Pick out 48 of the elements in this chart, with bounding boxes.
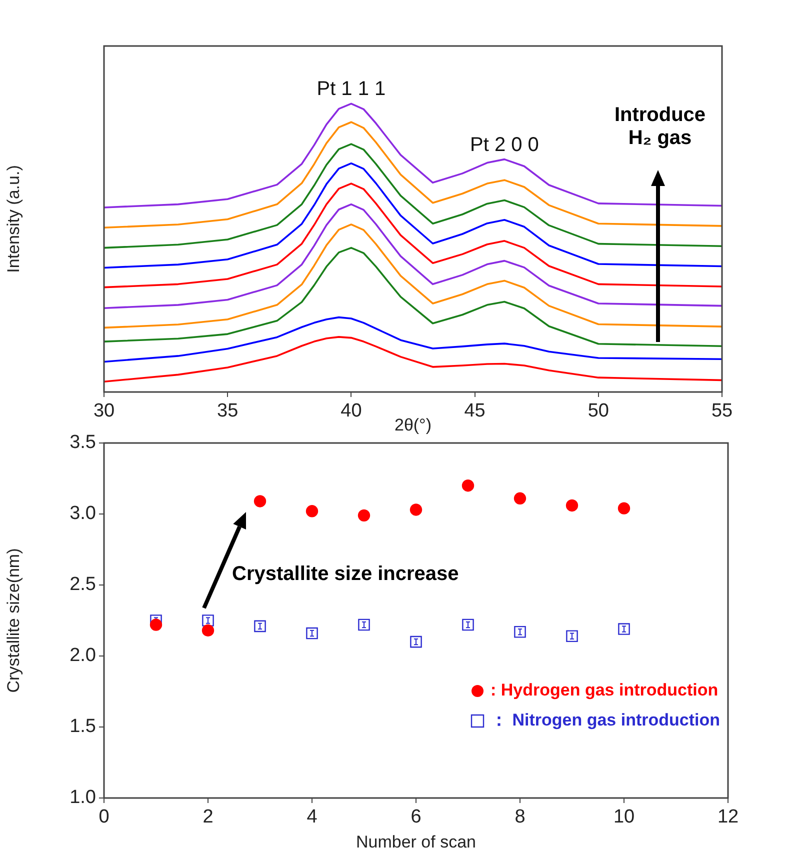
point <box>358 509 370 522</box>
x-tick-label: 50 <box>588 400 609 422</box>
point <box>410 636 422 648</box>
annotation: Pt 2 0 0 <box>470 134 539 156</box>
x-tick-label: 30 <box>93 400 115 422</box>
y-axis-title: Crystallite size(nm) <box>4 548 23 693</box>
point <box>202 614 214 626</box>
point <box>618 623 630 635</box>
y-tick-label: 3.0 <box>70 503 96 524</box>
x-tick-label: 12 <box>717 806 739 828</box>
point <box>514 626 526 638</box>
y-axis-title: Intensity (a.u.) <box>4 165 23 273</box>
x-tick-label: 45 <box>464 400 486 422</box>
x-tick-label: 10 <box>613 806 635 828</box>
x-tick-label: 35 <box>217 400 238 422</box>
x-axis-title: Number of scan <box>356 832 476 852</box>
y-tick-label: 3.5 <box>70 432 96 454</box>
y-tick-label: 1.5 <box>70 716 96 738</box>
x-tick-label: 0 <box>98 806 110 828</box>
y-tick-label: 2.5 <box>70 574 96 596</box>
legend-label: : Hydrogen gas introduction <box>490 680 718 700</box>
point <box>410 504 422 516</box>
legend-label: ： Nitrogen gas introduction <box>490 710 720 730</box>
x-tick-label: 4 <box>306 806 318 828</box>
x-tick-label: 55 <box>711 400 733 422</box>
x-tick-label: 8 <box>514 806 526 828</box>
x-tick-label: 40 <box>340 400 362 422</box>
x-tick-label: 6 <box>410 806 422 828</box>
point <box>462 618 474 631</box>
y-tick-label: 2.0 <box>70 645 96 666</box>
point <box>202 624 214 637</box>
point <box>254 620 266 632</box>
point <box>618 502 630 514</box>
annotation: Pt 1 1 1 <box>316 78 386 100</box>
point <box>462 480 474 492</box>
point <box>306 505 318 518</box>
point <box>566 630 578 642</box>
x-axis-title: 2θ(°) <box>394 415 432 434</box>
point <box>566 499 578 512</box>
point <box>358 618 370 631</box>
point <box>514 492 526 504</box>
point <box>150 618 162 631</box>
y-tick-label: 1.0 <box>70 787 96 808</box>
annotation: Introduce H₂ gas <box>613 104 707 150</box>
annotation: Crystallite size increase <box>232 563 459 586</box>
point <box>254 495 266 508</box>
point <box>306 627 318 640</box>
x-tick-label: 2 <box>202 806 214 828</box>
